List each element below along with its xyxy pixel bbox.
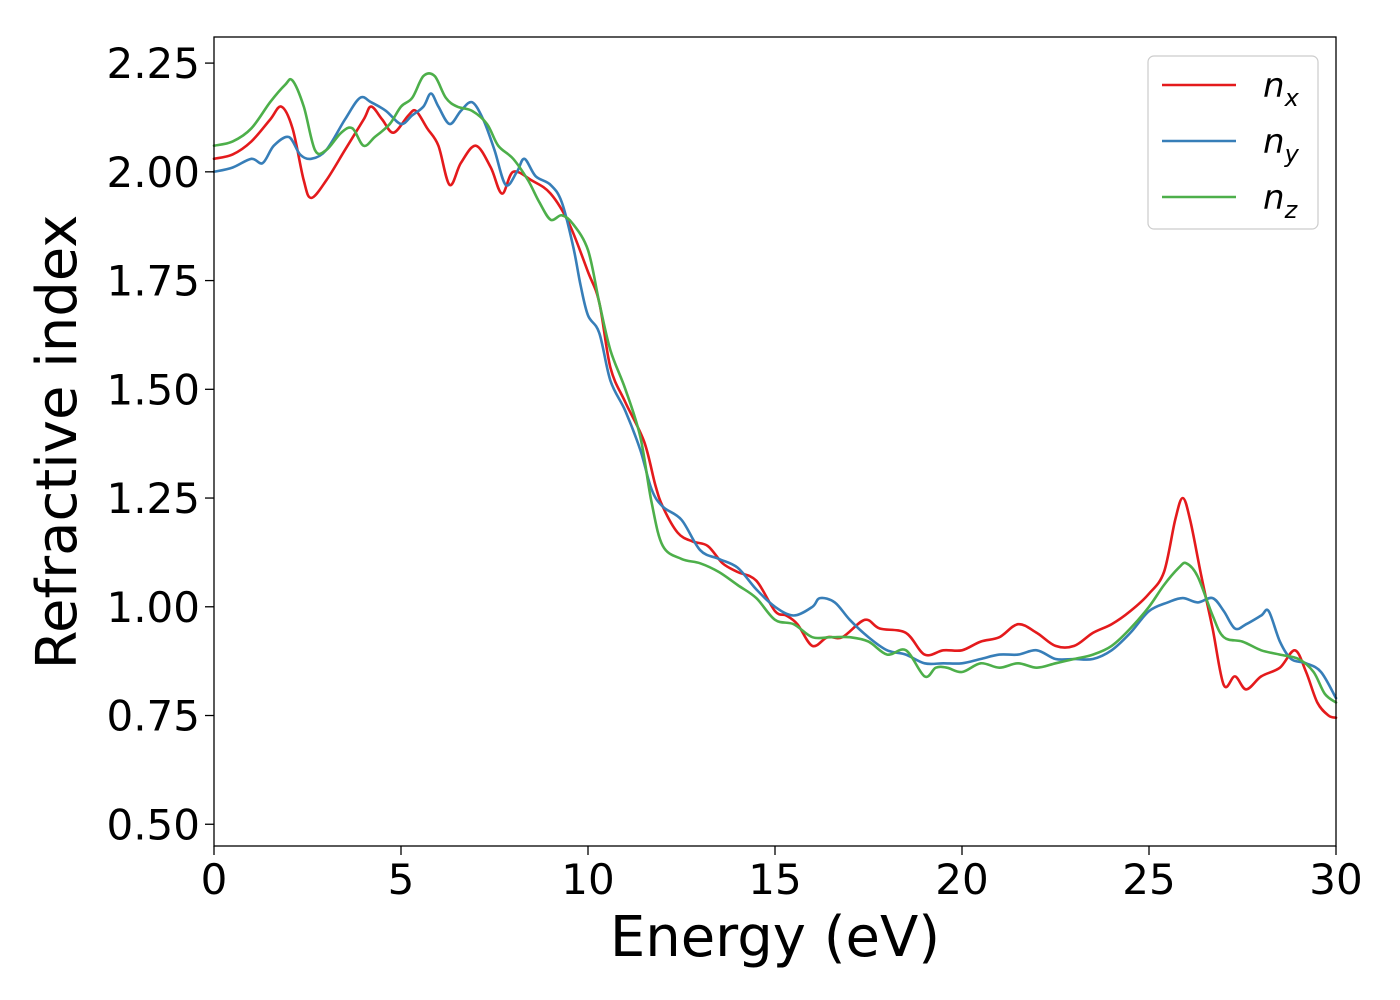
y-tick-label: 1.75: [106, 257, 200, 306]
series-layer: [212, 72, 1338, 719]
x-tick-label: 20: [935, 855, 988, 904]
series-line-z: [212, 72, 1338, 704]
y-tick-label: 1.50: [106, 365, 200, 414]
legend-label-subscript: x: [1284, 84, 1300, 112]
y-axis: 0.50 0.75 1.00 1.25 1.50 1.75 2.00 2.25: [106, 39, 214, 849]
legend-label-base: n: [1263, 178, 1285, 218]
y-tick-label: 0.50: [106, 800, 200, 849]
x-tick-label: 25: [1122, 855, 1175, 904]
legend-label-z: nz: [1263, 178, 1299, 224]
x-tick-label: 30: [1309, 855, 1362, 904]
y-axis-title: Refractive index: [25, 215, 90, 670]
legend-label-y: ny: [1263, 122, 1300, 168]
legend-label-x: nx: [1263, 66, 1300, 112]
legend-label-base: n: [1263, 66, 1285, 106]
x-tick-label: 15: [748, 855, 801, 904]
series-line-y: [212, 92, 1338, 700]
x-tick-label: 0: [201, 855, 228, 904]
legend-label-subscript: y: [1284, 140, 1300, 168]
x-axis: 0 5 10 15 20 25 30: [201, 846, 1363, 904]
y-tick-label: 1.25: [106, 474, 200, 523]
x-tick-label: 5: [388, 855, 415, 904]
y-tick-label: 2.25: [106, 39, 200, 88]
y-tick-label: 1.00: [106, 583, 200, 632]
x-axis-title: Energy (eV): [610, 905, 940, 970]
y-tick-label: 0.75: [106, 692, 200, 741]
y-tick-label: 2.00: [106, 148, 200, 197]
x-tick-label: 10: [561, 855, 614, 904]
legend-label-base: n: [1263, 122, 1285, 162]
legend-box: [1147, 55, 1319, 230]
legend-label-subscript: z: [1284, 196, 1299, 224]
